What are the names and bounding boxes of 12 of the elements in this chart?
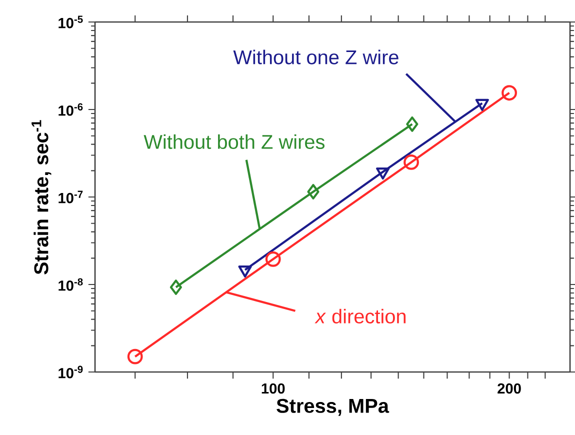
y-tick-label: 10$^{-5}$ (58, 16, 83, 28)
y-tick-label: 10$^{-7}$ (58, 190, 83, 204)
x-axis-title: Stress, MPa (276, 398, 390, 416)
y-axis-title: Strain rate, sec$^{-1}$ (32, 120, 52, 274)
x-tick-label: 200 (498, 383, 521, 394)
y-tick-label: 10$^{-9}$ (58, 366, 83, 378)
y-tick-label: 10$^{-8}$ (58, 278, 83, 291)
x-tick-label: 100 (262, 383, 285, 394)
text: Without one Z wire (233, 50, 398, 64)
series-label: Without both Z wires (144, 134, 324, 149)
text: x direction (314, 308, 406, 324)
y-tick-label: 10$^{-6}$ (58, 103, 83, 116)
